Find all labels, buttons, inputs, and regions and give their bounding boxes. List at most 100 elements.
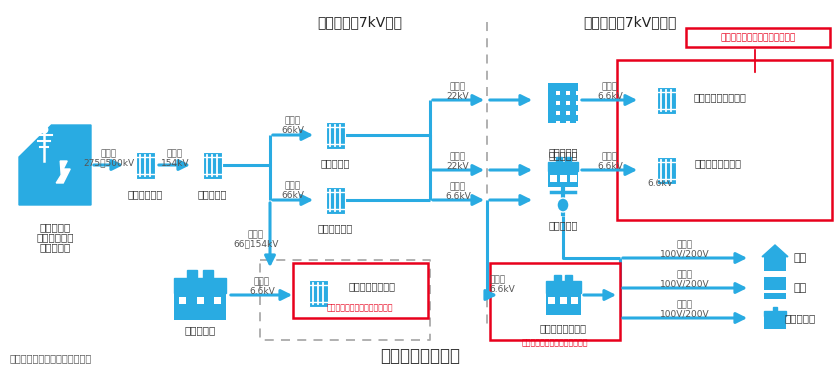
FancyBboxPatch shape — [657, 87, 675, 114]
Text: 22kV: 22kV — [447, 91, 470, 101]
Bar — [548, 171, 578, 187]
Text: 大規模工場: 大規模工場 — [549, 150, 578, 160]
Text: 工場内二次変電所: 工場内二次変電所 — [349, 281, 396, 291]
Text: 超高圧変電所: 超高圧変電所 — [128, 189, 163, 199]
Text: 送電線: 送電線 — [101, 149, 117, 158]
Text: 水力発電所: 水力発電所 — [39, 242, 71, 252]
Text: 柱上変圧器: 柱上変圧器 — [549, 220, 578, 230]
Text: 出所）（一社）日本電機工業会: 出所）（一社）日本電機工業会 — [10, 353, 92, 363]
Text: 一次変電所: 一次変電所 — [197, 189, 227, 199]
Text: 送電線: 送電線 — [167, 149, 183, 158]
Text: 6.6kV: 6.6kV — [597, 161, 623, 171]
Polygon shape — [56, 161, 71, 183]
Text: 現行トップランナー制度の対象: 現行トップランナー制度の対象 — [721, 34, 795, 43]
Bar — [566, 91, 570, 95]
Polygon shape — [19, 125, 91, 205]
FancyBboxPatch shape — [326, 121, 344, 148]
Text: 商店: 商店 — [793, 283, 806, 293]
Circle shape — [40, 126, 48, 133]
Bar — [556, 121, 560, 125]
Text: 大規模工場: 大規模工場 — [184, 325, 216, 335]
Text: 送電系統（7kV超）: 送電系統（7kV超） — [318, 15, 402, 29]
Bar — [764, 257, 786, 271]
Polygon shape — [764, 307, 786, 316]
Text: 100V/200V: 100V/200V — [660, 249, 710, 259]
Text: 66kV: 66kV — [281, 125, 304, 135]
Text: 配電線: 配電線 — [489, 276, 505, 285]
Polygon shape — [762, 245, 788, 257]
Text: 66～154kV: 66～154kV — [234, 239, 279, 249]
Bar — [566, 121, 570, 125]
Bar — [548, 297, 555, 304]
Bar — [764, 290, 786, 293]
Bar — [576, 101, 580, 105]
Bar — [571, 297, 578, 304]
Text: 送配電系統概略図: 送配電系統概略図 — [380, 347, 460, 365]
Bar — [214, 296, 221, 303]
Text: 配電線: 配電線 — [450, 83, 466, 91]
Bar — [179, 296, 186, 303]
Text: ビル・中規模工場: ビル・中規模工場 — [539, 323, 586, 333]
Text: 6.6kV: 6.6kV — [445, 192, 471, 201]
FancyBboxPatch shape — [326, 186, 344, 213]
FancyBboxPatch shape — [657, 157, 675, 184]
Bar — [559, 297, 566, 304]
Text: 100V/200V: 100V/200V — [660, 279, 710, 289]
Bar — [566, 101, 570, 105]
Text: 154kV: 154kV — [160, 158, 189, 168]
Text: 6.6kV: 6.6kV — [489, 285, 515, 293]
Text: 配電線: 配電線 — [602, 83, 618, 91]
FancyBboxPatch shape — [490, 263, 620, 340]
Ellipse shape — [557, 198, 569, 212]
Bar — [556, 101, 560, 105]
Polygon shape — [548, 157, 578, 171]
Text: ビル内二次変電設備: ビル内二次変電設備 — [694, 92, 747, 102]
Bar — [556, 111, 560, 115]
Text: 送電線: 送電線 — [285, 182, 301, 191]
Bar — [576, 121, 580, 125]
Text: 火力発電所: 火力発電所 — [39, 222, 71, 232]
Text: 小規模工場: 小規模工場 — [785, 313, 816, 323]
FancyBboxPatch shape — [686, 28, 830, 47]
Text: 配電線: 配電線 — [450, 182, 466, 192]
FancyBboxPatch shape — [135, 151, 155, 178]
Text: 配電線: 配電線 — [450, 152, 466, 161]
Text: 100V/200V: 100V/200V — [660, 309, 710, 319]
FancyBboxPatch shape — [548, 83, 578, 123]
Text: 22kV: 22kV — [447, 161, 470, 171]
Text: 工場内二次変電所: 工場内二次変電所 — [695, 158, 742, 168]
Polygon shape — [545, 275, 580, 293]
FancyBboxPatch shape — [293, 263, 428, 318]
Bar — [556, 91, 560, 95]
Bar — [576, 91, 580, 95]
Text: 配電線: 配電線 — [602, 152, 618, 161]
Text: 中間変電所: 中間変電所 — [320, 158, 349, 168]
Text: 引込線: 引込線 — [677, 300, 693, 309]
Text: 原子力発電所: 原子力発電所 — [36, 232, 74, 242]
Text: 6.6kV: 6.6kV — [249, 286, 275, 296]
Bar — [566, 111, 570, 115]
Text: 配電線: 配電線 — [254, 278, 270, 286]
FancyBboxPatch shape — [202, 151, 222, 178]
Bar — [570, 175, 576, 182]
Text: 送電線: 送電線 — [248, 231, 264, 239]
Text: 66kV: 66kV — [281, 191, 304, 199]
Bar — [197, 296, 203, 303]
FancyBboxPatch shape — [308, 279, 328, 306]
Bar — [576, 111, 580, 115]
Text: 引込線: 引込線 — [677, 240, 693, 249]
Bar — [764, 277, 786, 299]
Text: 現行トップランナー制度の対象: 現行トップランナー制度の対象 — [327, 303, 393, 313]
Bar — [764, 316, 786, 329]
Bar — [549, 175, 557, 182]
Text: 配電用変電所: 配電用変電所 — [318, 223, 353, 233]
Bar — [174, 293, 226, 320]
Text: 住宅: 住宅 — [793, 253, 806, 263]
Text: 現行トップランナー制度の対象: 現行トップランナー制度の対象 — [522, 339, 588, 347]
Text: 送電線: 送電線 — [285, 117, 301, 125]
Text: 275～500kV: 275～500kV — [83, 158, 134, 168]
Bar — [545, 293, 580, 315]
Text: 6.6kV: 6.6kV — [647, 178, 673, 188]
FancyBboxPatch shape — [617, 60, 832, 220]
Text: 6.6kV: 6.6kV — [597, 91, 623, 101]
